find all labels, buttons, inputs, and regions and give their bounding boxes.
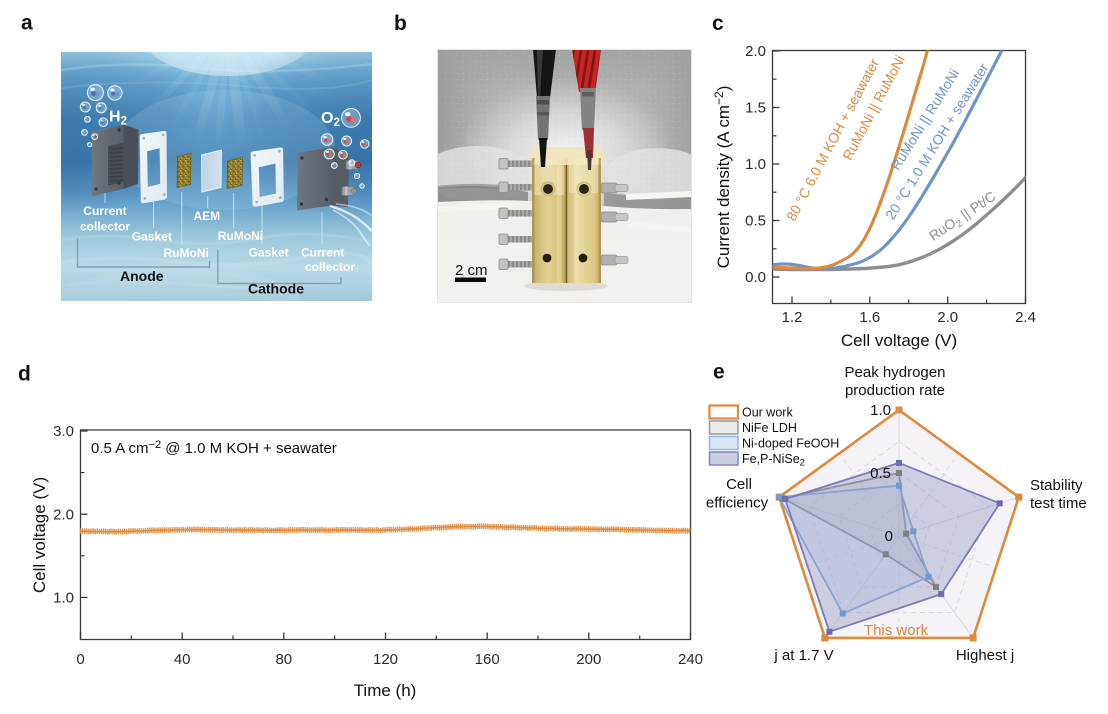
- svg-text:2.0: 2.0: [745, 43, 766, 60]
- svg-text:Ni-doped FeOOH: Ni-doped FeOOH: [742, 436, 839, 450]
- svg-text:80: 80: [275, 651, 292, 668]
- svg-text:collector: collector: [305, 260, 355, 274]
- svg-text:200: 200: [576, 651, 601, 668]
- svg-text:d: d: [18, 363, 31, 386]
- svg-text:0: 0: [76, 651, 84, 668]
- svg-text:RuMoNi: RuMoNi: [164, 246, 209, 260]
- svg-text:Peak hydrogen: Peak hydrogen: [845, 364, 946, 381]
- svg-text:Stability: Stability: [1030, 477, 1083, 494]
- svg-text:Cell voltage (V): Cell voltage (V): [841, 331, 957, 350]
- svg-text:efficiency: efficiency: [706, 495, 769, 512]
- svg-text:2.0: 2.0: [937, 309, 958, 326]
- svg-text:1.0: 1.0: [53, 590, 74, 607]
- svg-text:Cell voltage (V): Cell voltage (V): [30, 477, 49, 593]
- svg-text:Highest j: Highest j: [956, 647, 1014, 664]
- svg-text:1.5: 1.5: [745, 100, 766, 117]
- svg-text:collector: collector: [80, 219, 130, 233]
- svg-text:1.0: 1.0: [870, 402, 891, 419]
- svg-text:production rate: production rate: [845, 382, 945, 399]
- svg-text:test time: test time: [1030, 495, 1087, 512]
- svg-text:0.0: 0.0: [745, 269, 766, 286]
- svg-text:0.5 A cm−2 @ 1.0 M KOH + seawa: 0.5 A cm−2 @ 1.0 M KOH + seawater: [91, 439, 337, 457]
- svg-text:40: 40: [174, 651, 191, 668]
- svg-text:3.0: 3.0: [53, 423, 74, 440]
- svg-text:Cathode: Cathode: [248, 281, 304, 297]
- svg-text:Gasket: Gasket: [249, 245, 289, 259]
- svg-text:NiFe LDH: NiFe LDH: [742, 421, 797, 435]
- svg-text:b: b: [394, 12, 407, 35]
- svg-text:e: e: [713, 361, 725, 384]
- svg-text:Fe,P-NiSe2: Fe,P-NiSe2: [742, 452, 805, 469]
- svg-text:j at 1.7 V: j at 1.7 V: [773, 647, 833, 664]
- svg-text:0.5: 0.5: [870, 465, 891, 482]
- svg-text:Gasket: Gasket: [132, 229, 172, 243]
- svg-text:0.5: 0.5: [745, 213, 766, 230]
- svg-text:RuMoNi: RuMoNi: [218, 229, 263, 243]
- svg-text:Anode: Anode: [120, 268, 164, 284]
- svg-text:240: 240: [678, 651, 703, 668]
- svg-text:AEM: AEM: [194, 209, 221, 223]
- svg-text:1.2: 1.2: [782, 309, 803, 326]
- svg-text:Current: Current: [83, 204, 126, 218]
- svg-text:1.0: 1.0: [745, 156, 766, 173]
- svg-text:2.4: 2.4: [1015, 309, 1036, 326]
- svg-text:1.6: 1.6: [859, 309, 880, 326]
- svg-text:Our work: Our work: [742, 405, 793, 419]
- svg-text:0: 0: [885, 528, 893, 545]
- svg-text:a: a: [21, 12, 33, 35]
- svg-text:2.0: 2.0: [53, 506, 74, 523]
- svg-text:Current: Current: [301, 245, 344, 259]
- svg-text:c: c: [712, 12, 724, 35]
- svg-text:2 cm: 2 cm: [455, 262, 488, 279]
- svg-text:Cell: Cell: [726, 476, 752, 493]
- svg-text:Current density (A cm−2): Current density (A cm−2): [712, 86, 733, 269]
- svg-text:120: 120: [373, 651, 398, 668]
- svg-text:160: 160: [475, 651, 500, 668]
- svg-text:Time (h): Time (h): [354, 681, 417, 700]
- svg-text:This work: This work: [864, 622, 929, 639]
